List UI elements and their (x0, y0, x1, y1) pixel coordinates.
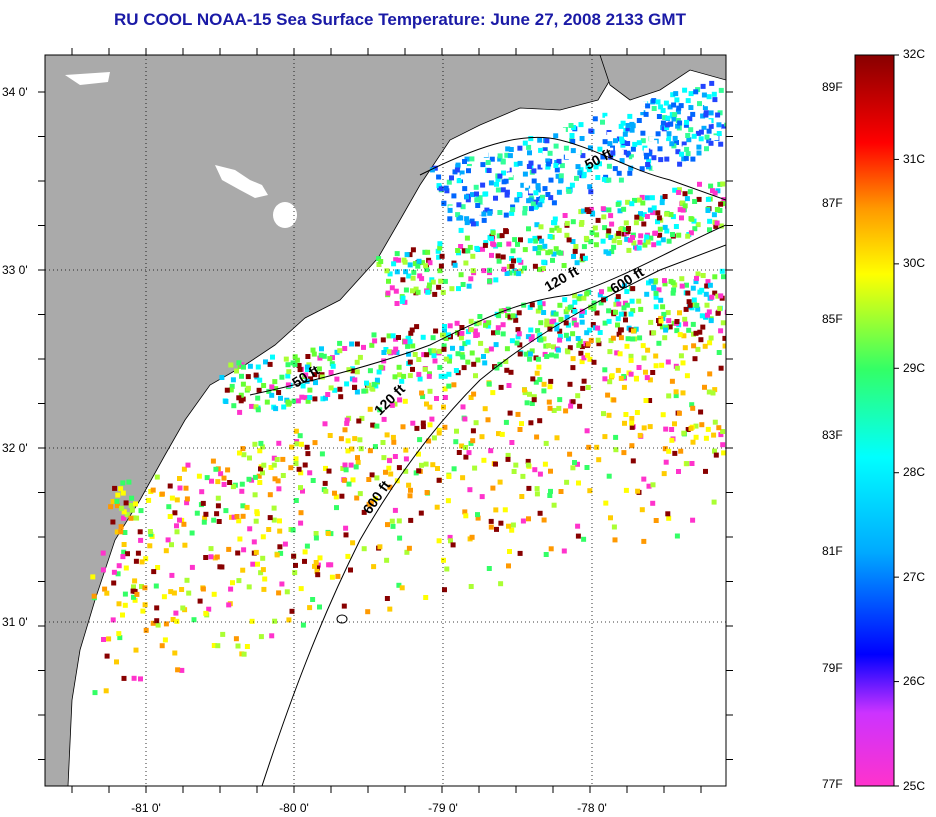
cb-label-87f: 87F (822, 196, 843, 210)
contour-120ft (249, 224, 726, 396)
cb-label-29c: 29C (903, 361, 926, 375)
lon-label-81: -81 0' (131, 801, 161, 815)
cb-label-28c: 28C (903, 465, 926, 479)
colorbar (854, 54, 895, 787)
cb-label-26c: 26C (903, 674, 926, 688)
lon-label-79: -79 0' (428, 801, 458, 815)
lake (273, 202, 297, 228)
cb-label-77f: 77F (822, 777, 843, 791)
cb-label-79f: 79F (822, 661, 843, 675)
cb-label-27c: 27C (903, 570, 926, 584)
graticule (45, 55, 726, 786)
axis-ticks (38, 48, 733, 793)
contour-600ft (261, 244, 726, 786)
lon-label-80: -80 0' (279, 801, 309, 815)
lat-label-31: 31 0' (2, 615, 28, 629)
colorbar-ticks (894, 54, 899, 787)
lat-label-33: 33 0' (2, 263, 28, 277)
cb-label-83f: 83F (822, 428, 843, 442)
lat-label-34: 34 0' (2, 85, 28, 99)
map-border (44, 54, 727, 787)
cb-label-85f: 85F (822, 312, 843, 326)
cb-label-30c: 30C (903, 256, 926, 270)
lake (215, 165, 268, 198)
contour-600ft-island (336, 614, 348, 624)
land-mass-north (599, 55, 726, 101)
cb-label-25c: 25C (903, 779, 926, 793)
land-mass (45, 55, 611, 786)
contour-50ft (419, 136, 726, 201)
lon-label-78: -78 0' (577, 801, 607, 815)
map-title: RU COOL NOAA-15 Sea Surface Temperature:… (114, 10, 686, 29)
cb-label-81f: 81F (822, 544, 843, 558)
sst-data-layer (90, 80, 726, 696)
lat-label-32: 32 0' (2, 441, 28, 455)
cb-label-32c: 32C (903, 47, 926, 61)
cb-label-31c: 31C (903, 152, 926, 166)
lake (65, 72, 110, 85)
cb-label-89f: 89F (822, 80, 843, 94)
